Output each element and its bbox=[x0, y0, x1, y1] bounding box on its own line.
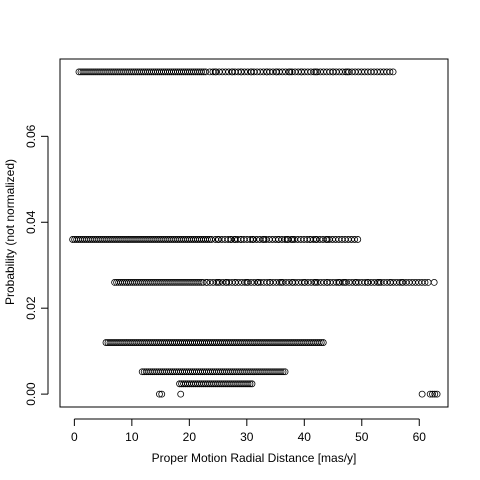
data-point-series-7 bbox=[158, 390, 166, 398]
data-point-series-1 bbox=[312, 68, 320, 76]
data-point-series-7 bbox=[418, 390, 426, 398]
data-point-series-7 bbox=[433, 390, 441, 398]
y-axis: 0.00 0.02 0.04 0.06 bbox=[24, 124, 49, 406]
data-point-series-1 bbox=[389, 68, 397, 76]
data-point-series-3 bbox=[289, 279, 297, 286]
data-point-series-2 bbox=[214, 236, 222, 243]
data-point-series-7 bbox=[156, 390, 163, 398]
data-point-series-2 bbox=[208, 236, 215, 243]
x-axis-tick-label: 60 bbox=[413, 430, 427, 444]
data-point-series-1 bbox=[344, 68, 351, 76]
y-axis-tick-label: 0.02 bbox=[24, 296, 38, 320]
data-point-series-6 bbox=[246, 380, 254, 388]
data-point-series-3 bbox=[398, 279, 406, 286]
data-point-series-2 bbox=[354, 236, 362, 243]
data-point-series-4 bbox=[319, 339, 327, 346]
y-axis-tick-label: 0.00 bbox=[24, 382, 38, 406]
data-point-series-4 bbox=[315, 339, 323, 346]
data-point-series-3 bbox=[266, 279, 274, 286]
data-point-series-3 bbox=[352, 279, 360, 286]
data-point-series-1 bbox=[298, 68, 305, 76]
data-point-series-3 bbox=[223, 279, 231, 286]
data-point-series-1 bbox=[386, 68, 394, 76]
data-point-series-3 bbox=[364, 279, 371, 286]
data-point-series-3 bbox=[195, 279, 203, 286]
data-point-series-2 bbox=[237, 236, 245, 243]
data-point-series-3 bbox=[341, 279, 348, 286]
x-axis-tick-label: 0 bbox=[71, 430, 78, 444]
data-point-series-2 bbox=[351, 236, 358, 243]
data-point-series-3 bbox=[430, 279, 438, 286]
y-axis-tick-label: 0.04 bbox=[24, 210, 38, 234]
data-point-series-5 bbox=[281, 368, 289, 376]
x-axis-tick-label: 50 bbox=[355, 430, 369, 444]
data-point-series-3 bbox=[375, 279, 383, 286]
data-point-series-2 bbox=[227, 236, 235, 243]
y-axis-tick-label: 0.06 bbox=[24, 124, 38, 148]
data-point-series-7 bbox=[426, 390, 434, 398]
data-point-series-3 bbox=[254, 279, 262, 286]
data-point-series-1 bbox=[248, 68, 255, 76]
data-point-series-3 bbox=[421, 279, 429, 286]
data-point-series-1 bbox=[237, 68, 245, 76]
plot-frame bbox=[59, 58, 449, 408]
y-axis-title: Probability (not normalized) bbox=[3, 159, 17, 305]
data-point-series-7 bbox=[429, 390, 436, 398]
x-axis-tick-label: 10 bbox=[125, 430, 139, 444]
data-point-series-7 bbox=[177, 390, 185, 398]
data-point-series-1 bbox=[273, 68, 281, 76]
data-point-series-6 bbox=[248, 380, 256, 388]
data-point-series-1 bbox=[263, 68, 271, 76]
data-point-series-1 bbox=[286, 68, 294, 76]
data-point-series-5 bbox=[279, 368, 287, 376]
data-point-series-6 bbox=[244, 380, 252, 388]
data-point-series-3 bbox=[214, 279, 222, 286]
x-axis-tick-label: 20 bbox=[183, 430, 197, 444]
data-point-series-3 bbox=[387, 279, 394, 286]
data-point-series-2 bbox=[312, 236, 320, 243]
data-point-series-3 bbox=[312, 279, 320, 286]
data-point-series-3 bbox=[231, 279, 239, 286]
data-point-series-3 bbox=[243, 279, 251, 286]
data-point-series-2 bbox=[289, 236, 297, 243]
data-point-series-7 bbox=[431, 390, 439, 398]
x-axis-tick-label: 40 bbox=[298, 430, 312, 444]
x-axis-title: Proper Motion Radial Distance [mas/y] bbox=[152, 451, 357, 465]
data-point-series-3 bbox=[199, 279, 207, 286]
data-point-series-1 bbox=[229, 68, 236, 76]
data-point-series-4 bbox=[317, 339, 325, 346]
data-point-series-2 bbox=[260, 236, 268, 243]
data-point-series-2 bbox=[275, 236, 282, 243]
data-point-series-2 bbox=[204, 236, 211, 243]
x-axis: 0 10 20 30 40 50 60 bbox=[71, 418, 427, 444]
data-point-series-3 bbox=[300, 279, 308, 286]
data-point-series-1 bbox=[198, 68, 206, 76]
data-point-series-3 bbox=[203, 279, 210, 286]
data-point-series-3 bbox=[277, 279, 285, 286]
data-point-series-2 bbox=[249, 236, 256, 243]
data-point-series-1 bbox=[211, 68, 219, 76]
data-point-series-5 bbox=[277, 368, 285, 376]
data-point-series-3 bbox=[323, 279, 331, 286]
data-point-series-1 bbox=[329, 68, 337, 76]
data-point-series-2 bbox=[323, 236, 331, 243]
data-points-layer bbox=[69, 68, 441, 398]
data-point-series-1 bbox=[202, 68, 210, 76]
x-axis-tick-label: 30 bbox=[240, 430, 254, 444]
